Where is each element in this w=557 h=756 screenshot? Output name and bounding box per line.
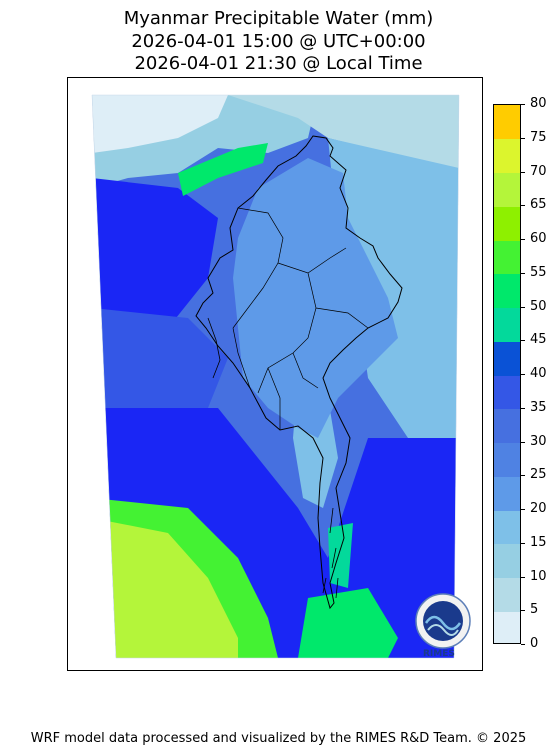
colorbar-segment [494,543,520,578]
colorbar-segment [494,577,520,612]
colorbar-tick-mark [521,542,525,544]
myanmar-border [195,135,403,610]
colorbar-tick-mark [521,137,525,139]
colorbar-segment [494,105,520,140]
colorbar-tick-label: 30 [530,433,547,449]
colorbar-tick-label: 50 [530,298,547,314]
logo-text: RIMES [423,649,455,659]
field-myanmar-interior [233,158,398,438]
colorbar-tick-label: 70 [530,163,547,179]
colorbar-segment [494,408,520,443]
colorbar-tick-label: 5 [530,602,539,618]
colorbar-tick-mark [521,509,525,510]
colorbar [493,104,521,644]
colorbar-segment [494,476,520,511]
precipitable-water-map [91,94,471,659]
colorbar-tick-mark [521,374,525,375]
colorbar-segment [494,341,520,376]
colorbar-tick-mark [521,475,525,477]
colorbar-tick-mark [521,306,525,308]
map-panel: RIMES [67,77,483,671]
footer-credit: WRF model data processed and visualized … [30,731,527,746]
colorbar-tick-label: 25 [530,467,547,483]
colorbar-tick-mark [521,407,525,409]
colorbar-tick-label: 35 [530,399,547,415]
colorbar-tick-label: 40 [530,366,547,381]
colorbar-tick-label: 60 [530,231,547,246]
colorbar-segment [494,510,520,545]
field-bay-lime [92,518,238,658]
colorbar-tick-label: 10 [530,568,547,584]
colorbar-segment [494,138,520,173]
colorbar-tick-mark [521,239,525,240]
field-west-moist [92,178,218,338]
coastal-islands [207,317,339,599]
colorbar-segment [494,611,520,643]
state-boundaries [232,207,369,430]
colorbar-tick-label: 75 [530,129,547,145]
colorbar-tick-mark [521,644,525,645]
colorbar-tick-mark [521,340,525,342]
colorbar-segment [494,273,520,308]
colorbar-tick-label: 80 [530,96,547,111]
field-north-arc [178,143,268,196]
colorbar-tick-mark [521,171,525,173]
colorbar-tick-mark [521,272,525,274]
colorbar-tick-label: 20 [530,501,547,516]
colorbar-tick-label: 55 [530,264,547,280]
colorbar-tick-mark [521,576,525,578]
colorbar-segment [494,240,520,275]
colorbar-tick-mark [521,441,525,443]
colorbar-segment [494,307,520,342]
colorbar-segment [494,442,520,477]
field-south-green [298,588,398,658]
map-title-line1: Myanmar Precipitable Water (mm) [123,8,434,29]
colorbar-tick-label: 65 [530,197,547,213]
rimes-logo [415,593,471,649]
field-east [328,138,459,438]
field-coast-green [328,523,353,588]
colorbar-segment [494,206,520,241]
colorbar-segment [494,172,520,207]
field-bay-upper [92,308,228,408]
colorbar-tick-label: 15 [530,534,547,550]
field-driest-northwest [92,95,228,153]
colorbar-tick-label: 0 [530,636,539,651]
map-title-line3: 2026-04-01 21:30 @ Local Time [134,53,423,74]
colorbar-tick-label: 45 [530,332,547,348]
colorbar-segment [494,375,520,410]
map-title-line2: 2026-04-01 15:00 @ UTC+00:00 [131,31,426,52]
colorbar-tick-mark [521,104,525,105]
colorbar-tick-mark [521,610,525,612]
colorbar-tick-mark [521,205,525,207]
